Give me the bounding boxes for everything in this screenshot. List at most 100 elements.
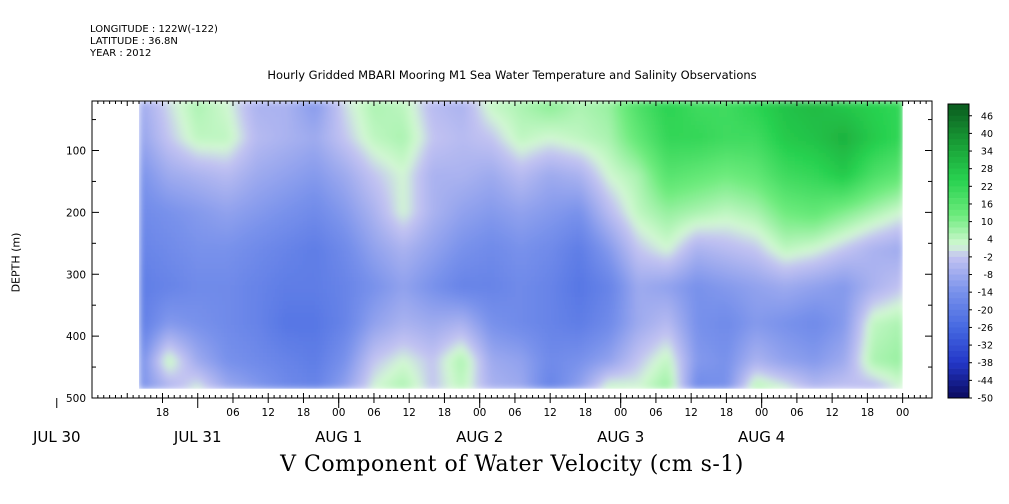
heatmap-cell	[206, 109, 212, 114]
heatmap-cell	[346, 193, 352, 198]
heatmap-cell	[650, 117, 656, 122]
heatmap-cell	[370, 181, 376, 186]
heatmap-cell	[742, 181, 748, 186]
heatmap-cell	[334, 181, 340, 186]
heatmap-cell	[894, 165, 900, 170]
heatmap-cell	[450, 129, 456, 134]
heatmap-cell	[598, 197, 604, 202]
heatmap-cell	[226, 201, 232, 206]
heatmap-cell	[738, 109, 744, 114]
heatmap-cell	[894, 173, 900, 178]
heatmap-cell	[454, 141, 460, 146]
heatmap-cell	[842, 149, 848, 154]
heatmap-cell	[210, 137, 216, 142]
heatmap-cell	[174, 129, 180, 134]
heatmap-cell	[602, 165, 608, 170]
heatmap-cell	[222, 125, 228, 130]
heatmap-cell	[570, 185, 576, 190]
heatmap-cell	[782, 133, 788, 138]
heatmap-cell	[746, 141, 752, 146]
heatmap-cell	[618, 113, 624, 118]
heatmap-cell	[654, 177, 660, 182]
heatmap-cell	[378, 169, 384, 174]
heatmap-cell	[630, 157, 636, 162]
heatmap-cell	[682, 157, 688, 162]
heatmap-cell	[298, 161, 304, 166]
heatmap-cell	[254, 169, 260, 174]
heatmap-cell	[886, 161, 892, 166]
heatmap-cell	[846, 177, 852, 182]
heatmap-cell	[282, 177, 288, 182]
heatmap-cell	[286, 109, 292, 114]
heatmap-cell	[678, 173, 684, 178]
heatmap-cell	[174, 157, 180, 162]
heatmap-cell	[294, 193, 300, 198]
heatmap-cell	[178, 201, 184, 206]
heatmap-cell	[622, 133, 628, 138]
heatmap-cell	[266, 161, 272, 166]
heatmap-cell	[294, 125, 300, 130]
heatmap-cell	[198, 153, 204, 158]
heatmap-cell	[298, 197, 304, 202]
heatmap-cell	[674, 193, 680, 198]
heatmap-cell	[642, 181, 648, 186]
heatmap-cell	[738, 141, 744, 146]
heatmap-cell	[678, 197, 684, 202]
heatmap-cell	[562, 121, 568, 126]
heatmap-cell	[882, 105, 888, 110]
heatmap-cell	[642, 189, 648, 194]
heatmap-cell	[190, 125, 196, 130]
heatmap-cell	[334, 113, 340, 118]
heatmap-cell	[786, 185, 792, 190]
heatmap-cell	[462, 109, 468, 114]
heatmap-cell	[222, 133, 228, 138]
heatmap-cell	[662, 149, 668, 154]
heatmap-cell	[746, 185, 752, 190]
heatmap-cell	[254, 145, 260, 150]
heatmap-cell	[462, 149, 468, 154]
heatmap-cell	[510, 185, 516, 190]
heatmap-cell	[838, 101, 844, 106]
heatmap-cell	[870, 105, 876, 110]
heatmap-cell	[750, 193, 756, 198]
heatmap-cell	[346, 173, 352, 178]
heatmap-cell	[398, 141, 404, 146]
heatmap-cell	[186, 189, 192, 194]
heatmap-cell	[286, 117, 292, 122]
heatmap-cell	[354, 117, 360, 122]
heatmap-cell	[514, 129, 520, 134]
heatmap-cell	[810, 129, 816, 134]
heatmap-cell	[766, 169, 772, 174]
heatmap-cell	[694, 121, 700, 126]
heatmap-cell	[422, 149, 428, 154]
heatmap-cell	[726, 133, 732, 138]
heatmap-cell	[530, 129, 536, 134]
heatmap-cell	[502, 145, 508, 150]
heatmap-cell	[702, 193, 708, 198]
heatmap-cell	[298, 177, 304, 182]
heatmap-cell	[258, 141, 264, 146]
heatmap-cell	[306, 189, 312, 194]
heatmap-cell	[486, 153, 492, 158]
heatmap-cell	[562, 117, 568, 122]
heatmap-cell	[286, 185, 292, 190]
heatmap-cell	[214, 145, 220, 150]
heatmap-cell	[442, 177, 448, 182]
heatmap-cell	[358, 169, 364, 174]
heatmap-cell	[750, 169, 756, 174]
heatmap-cell	[598, 201, 604, 206]
heatmap-cell	[622, 165, 628, 170]
heatmap-cell	[470, 161, 476, 166]
heatmap-cell	[710, 157, 716, 162]
heatmap-cell	[222, 201, 228, 206]
heatmap-cell	[814, 181, 820, 186]
heatmap-cell	[686, 133, 692, 138]
heatmap-cell	[886, 129, 892, 134]
heatmap-cell	[242, 157, 248, 162]
heatmap-cell	[702, 177, 708, 182]
heatmap-cell	[782, 185, 788, 190]
heatmap-cell	[650, 141, 656, 146]
heatmap-cell	[154, 185, 160, 190]
heatmap-cell	[806, 197, 812, 202]
heatmap-cell	[862, 125, 868, 130]
